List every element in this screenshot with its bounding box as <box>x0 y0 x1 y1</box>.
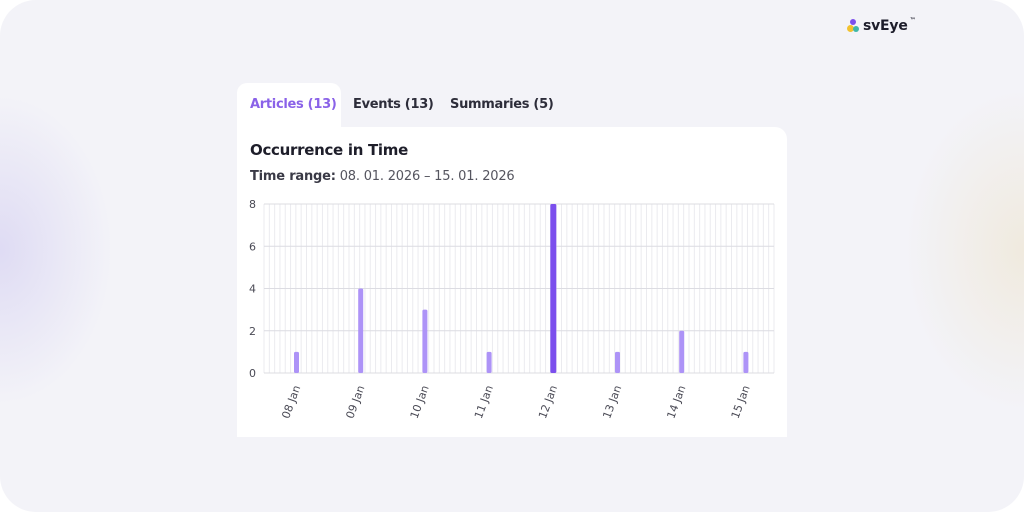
tab-bar: Articles (13) Events (13) Summaries (5) <box>237 83 787 127</box>
bar-09-jan <box>358 288 364 373</box>
occurrence-panel: Articles (13) Events (13) Summaries (5) … <box>237 77 787 437</box>
x-tick-label: 11 Jan <box>472 384 496 421</box>
logo-icon <box>847 19 859 33</box>
x-tick-label: 15 Jan <box>729 384 753 421</box>
time-range: Time range: 08. 01. 2026 – 15. 01. 2026 <box>250 169 515 184</box>
y-tick-label: 4 <box>249 283 256 296</box>
bar-10-jan <box>422 309 428 373</box>
x-tick-label: 09 Jan <box>344 384 368 421</box>
bar-12-jan <box>550 204 557 373</box>
time-range-label: Time range: <box>250 169 336 184</box>
brand-logo[interactable]: svEye ™ <box>847 15 918 37</box>
x-tick-label: 14 Jan <box>665 384 689 421</box>
bar-14-jan <box>679 330 685 373</box>
y-tick-label: 0 <box>249 367 256 380</box>
x-tick-label: 12 Jan <box>536 384 560 421</box>
y-tick-label: 2 <box>249 325 256 338</box>
time-range-value: 08. 01. 2026 – 15. 01. 2026 <box>339 169 515 184</box>
occurrence-bar-chart: 0 2 4 6 8 08 Jan 09 Jan 10 Jan 11 Jan 12 Jan 13 Ja… <box>249 198 775 421</box>
brand-name: svEye <box>863 18 908 34</box>
bar-13-jan <box>615 351 620 373</box>
y-tick-label: 8 <box>249 198 256 211</box>
bar-15-jan <box>743 351 749 373</box>
brand-trademark: ™ <box>909 16 916 24</box>
bar-08-jan <box>294 351 299 373</box>
chart-card: Occurrence in Time Time range: 08. 01. 2… <box>237 127 787 437</box>
tab-articles[interactable]: Articles (13) <box>237 83 341 127</box>
x-tick-label: 13 Jan <box>600 384 624 421</box>
tab-events[interactable]: Events (13) <box>353 97 434 112</box>
y-tick-label: 6 <box>249 240 256 253</box>
x-tick-label: 08 Jan <box>279 384 303 421</box>
x-tick-label: 10 Jan <box>408 384 432 421</box>
tab-summaries[interactable]: Summaries (5) <box>450 97 554 112</box>
bar-11-jan <box>486 351 492 373</box>
card-title: Occurrence in Time <box>250 141 408 159</box>
